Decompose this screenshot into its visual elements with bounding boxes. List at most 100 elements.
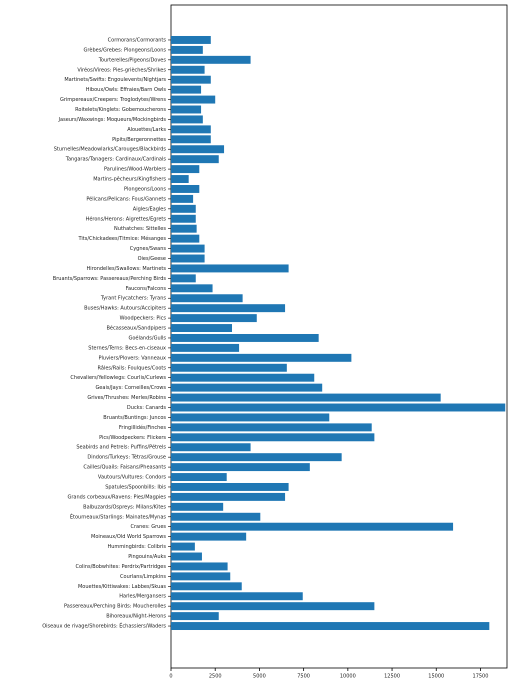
bar bbox=[171, 453, 342, 462]
bar bbox=[171, 75, 211, 84]
y-tick-label: Grives/Thrushes: Merles/Robins bbox=[87, 395, 166, 401]
y-tick-label: Cormorans/Cormorants bbox=[108, 37, 167, 43]
bar bbox=[171, 473, 227, 482]
y-tick-label: Aigles/Eagles bbox=[133, 206, 167, 212]
x-tick-label: 5000 bbox=[253, 674, 266, 680]
bar bbox=[171, 552, 202, 561]
y-tick-label: Cranes: Grues bbox=[130, 524, 166, 530]
bar bbox=[171, 482, 289, 491]
y-tick-label: Pipits/Bergeronnettes bbox=[112, 137, 166, 143]
y-tick-label: Martinets/Swifts: Engoulevents/Nightjars bbox=[64, 77, 166, 83]
bar bbox=[171, 284, 213, 293]
y-tick-label: Harles/Mergansers bbox=[119, 594, 166, 600]
bar bbox=[171, 244, 205, 253]
y-tick-label: Grands corbeaux/Ravens: Pies/Magpies bbox=[68, 494, 167, 500]
bar bbox=[171, 254, 205, 263]
bar bbox=[171, 413, 330, 422]
y-tick-label: Pics/Woodpeckers: Flickers bbox=[99, 435, 166, 441]
y-tick-label: Hérons/Herons: Aigrettes/Egrets bbox=[86, 215, 167, 222]
y-tick-label: Plongeons/Loons bbox=[124, 186, 166, 192]
y-tick-label: Pélicans/Pelicans: Fous/Gannets bbox=[86, 195, 166, 202]
bar bbox=[171, 502, 224, 511]
bar bbox=[171, 184, 200, 193]
y-tick-label: Faucons/Falcons bbox=[126, 286, 167, 292]
bar bbox=[171, 65, 205, 74]
y-tick-label: Seabirds and Petrels: Puffins/Pétrels bbox=[76, 444, 166, 451]
x-tick-label: 15000 bbox=[428, 674, 444, 680]
y-tick-label: Mouettes/Kittiwakes: Labbes/Skuas bbox=[78, 584, 166, 590]
bar bbox=[171, 363, 287, 372]
y-tick-label: Étourneaux/Starlings: Mainates/Mynas bbox=[70, 512, 167, 520]
y-tick-label: Jaseurs/Waxwings: Moqueurs/Mockingbirds bbox=[58, 117, 167, 123]
bar bbox=[171, 572, 231, 581]
y-tick-label: Cailles/Quails: Faisans/Pheasants bbox=[83, 465, 166, 471]
x-tick-label: 17500 bbox=[473, 674, 489, 680]
bar bbox=[171, 393, 441, 402]
y-tick-label: Oiseaux de rivage/Shorebirds: Échassiers… bbox=[42, 622, 166, 630]
y-tick-label: Woodpeckers: Pics bbox=[120, 316, 167, 322]
y-tick-label: Hiboux/Owls: Effraies/Barn Owls bbox=[86, 87, 167, 93]
y-tick-label: Cygnes/Swans bbox=[130, 246, 167, 252]
y-tick-label: Moineaux/Old World Sparrows bbox=[91, 534, 166, 540]
bar bbox=[171, 175, 189, 184]
y-tick-label: Martins-pêcheurs/Kingfishers bbox=[93, 176, 166, 183]
bar bbox=[171, 443, 251, 452]
y-tick-label: Ducks: Canards bbox=[127, 405, 166, 411]
y-tick-label: Tangaras/Tanagers: Cardinaux/Cardinals bbox=[65, 157, 167, 163]
y-tick-label: Grèbes/Grebes: Plongeons/Loons bbox=[84, 46, 167, 53]
y-tick-label: Bihoreaux/Night-Herons bbox=[106, 614, 166, 620]
y-tick-label: Viréos/Vireos: Pies-grièches/Shrikes bbox=[77, 66, 166, 73]
bar bbox=[171, 234, 200, 243]
y-tick-label: Goélands/Gulls bbox=[128, 334, 166, 341]
y-tick-label: Fringillidés/Finches bbox=[119, 424, 166, 431]
x-tick-label: 12500 bbox=[384, 674, 400, 680]
bar bbox=[171, 532, 247, 541]
bar bbox=[171, 294, 243, 303]
y-tick-label: Sternes/Terns: Becs-en-ciseaux bbox=[88, 345, 166, 351]
y-tick-label: Tits/Chickadees/Titmice: Mésanges bbox=[77, 235, 166, 242]
y-tick-label: Bruants/Buntings: Juncos bbox=[103, 415, 166, 421]
y-tick-label: Courlans/Limpkins bbox=[120, 574, 166, 580]
y-tick-label: Hirondelles/Swallows: Martinets bbox=[87, 266, 167, 272]
y-tick-label: Pluviers/Plovers: Vanneaux bbox=[99, 355, 167, 361]
y-tick-label: Alouettes/Larks bbox=[127, 127, 166, 133]
y-tick-label: Tourterelles/Pigeons/Doves bbox=[98, 57, 167, 63]
bar bbox=[171, 314, 257, 323]
bar bbox=[171, 145, 225, 154]
y-tick-label: Parulines/Wood-Warblers bbox=[104, 167, 166, 173]
bar bbox=[171, 562, 228, 571]
y-tick-label: Bruants/Sparrows: Passereaux/Perching Bi… bbox=[53, 276, 167, 282]
bar bbox=[171, 433, 375, 442]
y-tick-label: Nuthatches: Sittelles bbox=[114, 226, 166, 232]
bar bbox=[171, 592, 303, 601]
bar bbox=[171, 492, 286, 501]
y-tick-label: Buses/Hawks: Autours/Accipiters bbox=[84, 306, 166, 312]
x-tick-label: 0 bbox=[169, 674, 172, 680]
bar bbox=[171, 95, 216, 104]
bar bbox=[171, 214, 196, 223]
y-tick-label: Vautours/Vultures: Condors bbox=[98, 475, 166, 481]
bar bbox=[171, 324, 233, 333]
bar bbox=[171, 512, 261, 521]
y-tick-label: Spatules/Spoonbills: Ibis bbox=[105, 484, 166, 490]
y-tick-label: Balbuzards/Ospreys: Milans/Kites bbox=[83, 504, 166, 510]
bar bbox=[171, 165, 200, 174]
bar bbox=[171, 85, 202, 94]
y-tick-label: Roitelets/Kinglets: Gobemoucherons bbox=[75, 107, 166, 113]
y-tick-label: Oies/Geese bbox=[138, 256, 166, 262]
bar bbox=[171, 542, 195, 551]
bar bbox=[171, 115, 203, 124]
y-tick-label: Hummingbirds: Colibris bbox=[107, 544, 166, 550]
bar bbox=[171, 194, 194, 203]
y-tick-label: Chevaliers/Yellowlegs: Courlis/Curlews bbox=[70, 375, 166, 381]
bar bbox=[171, 343, 240, 352]
y-tick-label: Dindons/Turkeys: Tétras/Grouse bbox=[87, 454, 166, 461]
bar bbox=[171, 204, 196, 213]
bar bbox=[171, 403, 506, 412]
y-tick-label: Pingouins/Auks bbox=[128, 554, 166, 560]
y-tick-label: Sturnelles/Meadowlarks/Carouges/Blackbir… bbox=[54, 147, 167, 153]
bar bbox=[171, 135, 211, 144]
bar bbox=[171, 602, 375, 611]
y-tick-label: Grimpereaux/Creepers: Troglodytes/Wrens bbox=[60, 97, 166, 103]
